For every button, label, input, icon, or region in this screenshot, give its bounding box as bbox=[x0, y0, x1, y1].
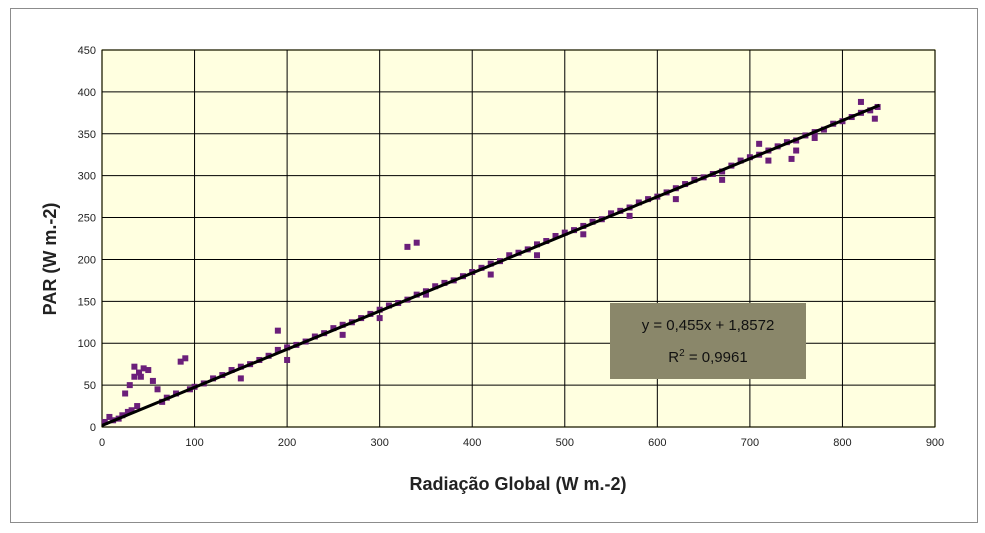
data-point bbox=[765, 157, 772, 164]
data-point bbox=[534, 252, 541, 259]
data-point bbox=[404, 243, 411, 250]
data-point bbox=[136, 369, 143, 376]
x-tick-label: 600 bbox=[648, 437, 666, 449]
y-tick-label: 400 bbox=[78, 87, 96, 99]
x-tick-label: 200 bbox=[278, 437, 296, 449]
data-point bbox=[274, 327, 281, 334]
data-point bbox=[145, 367, 152, 374]
data-point bbox=[589, 218, 596, 225]
data-point bbox=[134, 403, 141, 410]
data-point bbox=[811, 134, 818, 141]
x-tick-label: 400 bbox=[463, 437, 481, 449]
data-point bbox=[432, 283, 439, 290]
data-point bbox=[534, 241, 541, 248]
data-point bbox=[552, 232, 559, 239]
data-point bbox=[376, 315, 383, 322]
plot-area bbox=[101, 49, 936, 428]
data-point bbox=[413, 239, 420, 246]
data-point bbox=[756, 140, 763, 147]
r-squared-value: = 0,9961 bbox=[684, 349, 748, 366]
data-point bbox=[228, 367, 235, 374]
trendline bbox=[101, 103, 881, 427]
regression-annotation: y = 0,455x + 1,8572 R2 = 0,9961 bbox=[610, 303, 806, 379]
x-tick-label: 800 bbox=[833, 437, 851, 449]
x-tick-label: 900 bbox=[926, 437, 944, 449]
data-point bbox=[580, 231, 587, 238]
data-point bbox=[672, 196, 679, 203]
data-point bbox=[385, 302, 392, 309]
data-point bbox=[737, 157, 744, 164]
data-point bbox=[857, 98, 864, 105]
y-tick-label: 450 bbox=[78, 45, 96, 57]
y-tick-labels: 0 50 100 150 200 250 300 350 400 450 bbox=[78, 45, 96, 434]
data-point bbox=[182, 355, 189, 362]
x-tick-label: 300 bbox=[370, 437, 388, 449]
x-tick-label: 500 bbox=[556, 437, 574, 449]
data-point bbox=[284, 344, 291, 351]
data-point bbox=[126, 382, 133, 389]
y-tick-label: 250 bbox=[78, 213, 96, 225]
data-point bbox=[274, 346, 281, 353]
regression-equation: y = 0,455x + 1,8572 bbox=[641, 317, 775, 334]
r-squared-label: R2 = 0,9961 bbox=[610, 340, 806, 372]
data-point bbox=[137, 373, 144, 380]
r-squared-exponent: 2 bbox=[679, 348, 685, 359]
y-tick-label: 350 bbox=[78, 129, 96, 141]
data-point bbox=[506, 252, 513, 259]
x-tick-label: 100 bbox=[185, 437, 203, 449]
data-point bbox=[719, 176, 726, 183]
data-point bbox=[339, 331, 346, 338]
y-tick-label: 0 bbox=[90, 422, 96, 434]
x-tick-labels: 0 100 200 300 400 500 600 700 800 900 bbox=[99, 437, 944, 449]
data-point bbox=[140, 365, 147, 372]
data-point bbox=[177, 358, 184, 365]
data-point bbox=[635, 199, 642, 206]
data-point bbox=[330, 325, 337, 332]
y-tick-label: 300 bbox=[78, 171, 96, 183]
y-tick-label: 100 bbox=[78, 338, 96, 350]
y-tick-label: 200 bbox=[78, 254, 96, 266]
data-point bbox=[131, 373, 138, 380]
data-point bbox=[422, 291, 429, 298]
y-tick-label: 50 bbox=[84, 380, 96, 392]
data-point bbox=[122, 390, 129, 397]
data-point bbox=[788, 155, 795, 162]
y-tick-label: 150 bbox=[78, 296, 96, 308]
data-point bbox=[101, 418, 108, 425]
data-point bbox=[871, 115, 878, 122]
data-point bbox=[626, 212, 633, 219]
data-point bbox=[119, 412, 126, 419]
x-tick-label: 0 bbox=[99, 437, 105, 449]
data-point bbox=[149, 377, 156, 384]
data-point bbox=[237, 375, 244, 382]
x-axis-title: Radiação Global (W m.-2) bbox=[409, 474, 626, 494]
data-point bbox=[561, 229, 568, 236]
data-point bbox=[793, 147, 800, 154]
data-point bbox=[128, 407, 135, 414]
r-squared-symbol: R bbox=[668, 349, 680, 366]
x-tick-label: 700 bbox=[741, 437, 759, 449]
data-point bbox=[691, 176, 698, 183]
data-point bbox=[154, 386, 161, 393]
data-point bbox=[487, 271, 494, 278]
y-axis-title: PAR (W m.-2) bbox=[40, 203, 60, 316]
data-point bbox=[106, 413, 113, 420]
data-point bbox=[131, 363, 138, 370]
data-point bbox=[487, 260, 494, 267]
data-point bbox=[608, 210, 615, 217]
data-point bbox=[284, 356, 291, 363]
data-point bbox=[124, 408, 131, 415]
